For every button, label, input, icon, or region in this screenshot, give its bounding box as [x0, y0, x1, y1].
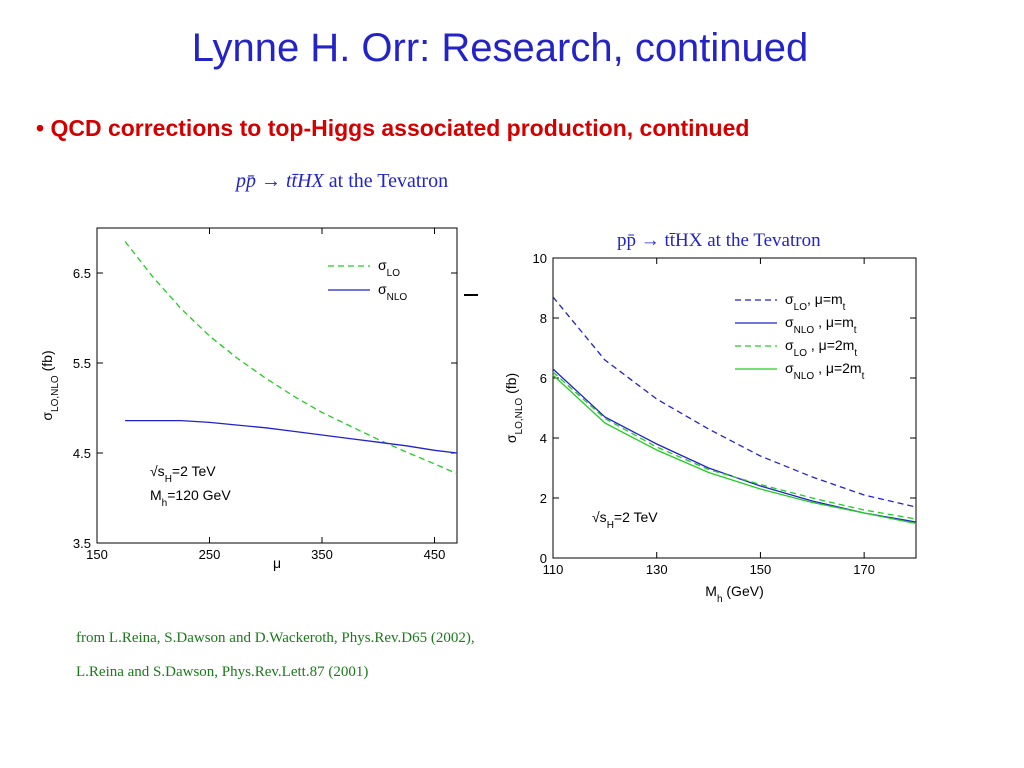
y-tick-label: 5.5	[73, 356, 91, 371]
annotation: √sH=2 TeV	[150, 463, 216, 485]
process-formula: pp̄ → tt̄HX	[236, 170, 324, 192]
x-tick-label: 350	[311, 547, 333, 562]
series-line-1-2	[552, 371, 917, 520]
legend-label: σNLO , μ=2mt	[785, 360, 865, 382]
x-tick-label: 150	[750, 562, 772, 577]
y-tick-label: 4.5	[73, 446, 91, 461]
y-tick-label: 0	[540, 551, 547, 566]
y-tick-label: 6.5	[73, 266, 91, 281]
x-axis-label: Mh (GeV)	[705, 583, 763, 605]
caption-suffix: at the Tevatron	[323, 170, 449, 192]
series-line-0-0	[124, 241, 458, 475]
y-tick-label: 4	[540, 431, 547, 446]
legend-label: σNLO	[378, 281, 407, 303]
y-tick-label: 10	[533, 251, 547, 266]
y-axis-label: σLO,NLO (fb)	[39, 350, 61, 420]
reference-2: L.Reina and S.Dawson, Phys.Rev.Lett.87 (…	[76, 664, 369, 680]
x-tick-label: 250	[199, 547, 221, 562]
y-tick-label: 2	[540, 491, 547, 506]
plot-frame-0	[96, 227, 458, 544]
legend-label: σNLO , μ=mt	[785, 314, 857, 336]
x-tick-label: 130	[646, 562, 668, 577]
reference-1: from L.Reina, S.Dawson and D.Wackeroth, …	[76, 630, 475, 646]
legend-label: σLO , μ=2mt	[785, 337, 857, 359]
annotation: Mh=120 GeV	[150, 487, 231, 509]
y-tick-label: 6	[540, 371, 547, 386]
plot-frame-1	[552, 257, 917, 559]
x-tick-label: 450	[424, 547, 446, 562]
chart-title-right: pp̄ → tt̄HX at the Tevatron	[617, 230, 821, 251]
y-tick-label: 8	[540, 311, 547, 326]
y-axis-label: σLO,NLO (fb)	[503, 373, 525, 443]
x-tick-label: 170	[853, 562, 875, 577]
series-line-1-1	[552, 368, 917, 523]
chart-caption-top: pp̄ → tt̄HX at the Tevatron	[236, 170, 448, 193]
x-axis-label: μ	[273, 555, 281, 571]
x-tick-label: 110	[543, 562, 564, 577]
y-tick-label: 3.5	[73, 536, 91, 551]
series-line-1-3	[552, 374, 917, 525]
dash-mark	[464, 294, 478, 296]
slide-title: Lynne H. Orr: Research, continued	[191, 26, 809, 70]
series-line-0-1	[125, 419, 458, 454]
annotation: √sH=2 TeV	[592, 509, 658, 531]
x-tick-label: 150	[86, 547, 108, 562]
bullet-heading: • QCD corrections to top-Higgs associate…	[36, 115, 750, 141]
series-line-1-0	[552, 296, 917, 508]
legend-label: σLO, μ=mt	[785, 291, 846, 313]
legend-label: σLO	[378, 257, 400, 279]
